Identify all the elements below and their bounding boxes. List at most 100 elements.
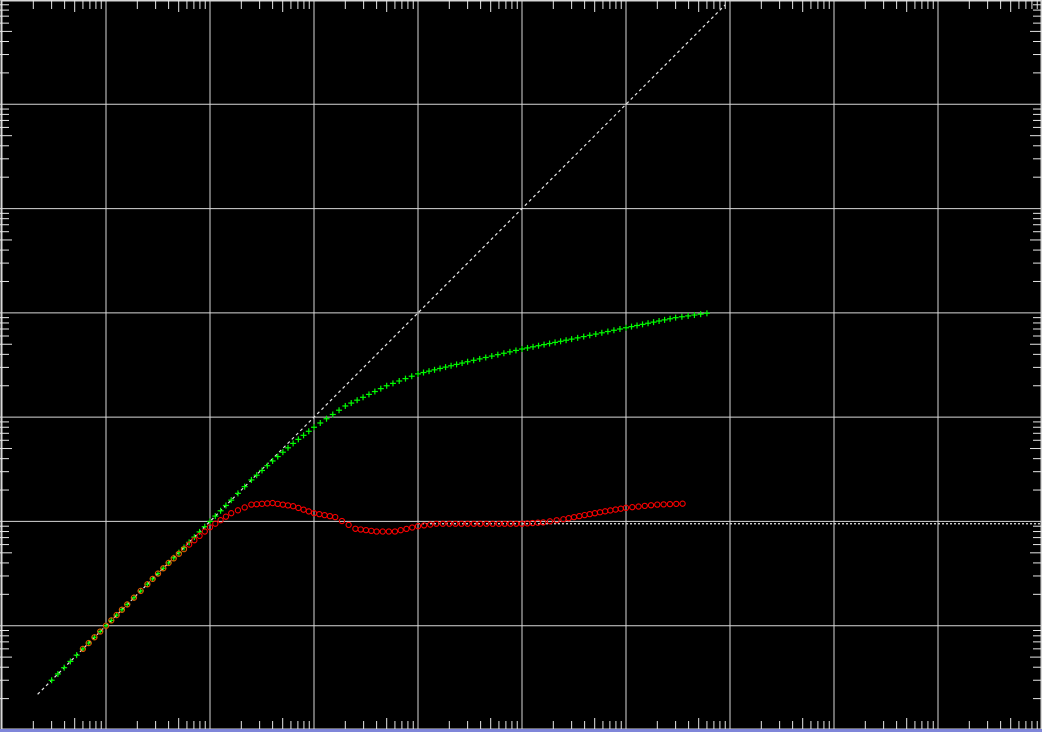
plus-marker [389, 380, 396, 387]
plus-marker [519, 346, 525, 353]
plus-marker [212, 513, 219, 520]
circle-marker [326, 512, 334, 520]
circle-marker [316, 511, 323, 518]
circle-marker [97, 628, 104, 635]
circle-marker [617, 505, 624, 512]
plus-marker [248, 476, 255, 483]
circle-marker [130, 594, 138, 601]
circle-marker [154, 570, 162, 577]
plus-marker [639, 321, 646, 328]
circle-marker [102, 622, 110, 629]
circle-marker [586, 511, 593, 518]
plus-marker [155, 570, 161, 577]
plus-marker [196, 528, 203, 535]
circle-marker [379, 528, 386, 535]
circle-marker [113, 611, 120, 619]
circle-marker [385, 528, 392, 535]
plus-marker [506, 348, 513, 355]
plus-marker [317, 419, 324, 426]
circle-marker [352, 525, 359, 532]
circle-marker [332, 513, 339, 521]
circle-marker [629, 504, 636, 511]
plus-marker [383, 382, 390, 389]
circle-marker [641, 502, 648, 510]
plus-marker [691, 312, 698, 319]
circle-marker [679, 500, 686, 507]
plus-marker [336, 407, 343, 414]
circle-marker [464, 520, 471, 527]
plus-marker [234, 490, 241, 497]
circle-marker [222, 513, 230, 520]
circle-marker [452, 520, 459, 527]
circle-marker [165, 559, 172, 567]
circle-marker [654, 501, 661, 508]
plus-marker [616, 326, 623, 332]
plus-marker [285, 444, 292, 451]
plus-marker [586, 332, 593, 339]
circle-marker [305, 508, 312, 515]
plus-marker [598, 329, 605, 336]
circle-marker [601, 508, 609, 515]
plus-marker [137, 587, 144, 594]
circle-marker [91, 634, 98, 641]
circle-marker [269, 499, 276, 507]
bottom-edge-rule [0, 729, 1042, 732]
circle-marker [144, 581, 151, 588]
circle-marker [264, 500, 271, 507]
circle-marker [483, 520, 490, 527]
plus-marker [311, 424, 317, 431]
circle-marker [647, 502, 655, 509]
plus-marker [377, 385, 384, 392]
plus-marker [476, 355, 483, 362]
circle-marker [279, 501, 287, 508]
plus-marker [552, 339, 559, 346]
circle-marker [635, 503, 642, 510]
plus-marker [634, 322, 641, 329]
circle-marker [345, 521, 352, 529]
circle-marker [180, 546, 188, 553]
circle-marker [284, 502, 292, 509]
circle-marker [612, 506, 619, 513]
plus-marker [610, 327, 617, 334]
circle-marker [212, 520, 219, 527]
plus-marker [541, 341, 548, 348]
plus-marker [448, 362, 455, 369]
circle-marker [201, 528, 208, 535]
circle-marker [149, 575, 156, 583]
plus-marker [574, 334, 581, 341]
circle-marker [420, 522, 428, 529]
circle-marker [321, 511, 328, 519]
plus-marker [530, 343, 537, 350]
plus-marker [592, 331, 599, 338]
circle-marker [253, 501, 260, 508]
circle-marker [391, 528, 399, 535]
circle-marker [368, 527, 375, 534]
plus-marker [442, 364, 449, 371]
circle-marker [576, 512, 583, 520]
circle-marker [234, 507, 242, 514]
plus-marker [130, 594, 137, 601]
plus-marker [85, 640, 92, 647]
circle-marker [397, 527, 404, 534]
plus-marker [279, 449, 286, 456]
plus-marker [228, 497, 235, 504]
plus-marker [207, 518, 213, 525]
plus-marker [667, 315, 674, 322]
circle-marker [248, 501, 255, 508]
plus-marker [97, 628, 104, 635]
plus-marker [295, 436, 302, 443]
circle-marker [513, 520, 520, 527]
plus-marker [500, 350, 507, 357]
plus-marker [54, 670, 61, 677]
circle-marker [673, 500, 680, 508]
circle-marker [427, 521, 434, 528]
circle-marker [79, 645, 87, 652]
plus-marker [118, 606, 125, 613]
circle-marker [241, 504, 248, 511]
plus-marker [563, 337, 570, 344]
plus-marker [149, 575, 156, 582]
circle-marker [546, 518, 554, 525]
circle-marker [362, 527, 370, 534]
